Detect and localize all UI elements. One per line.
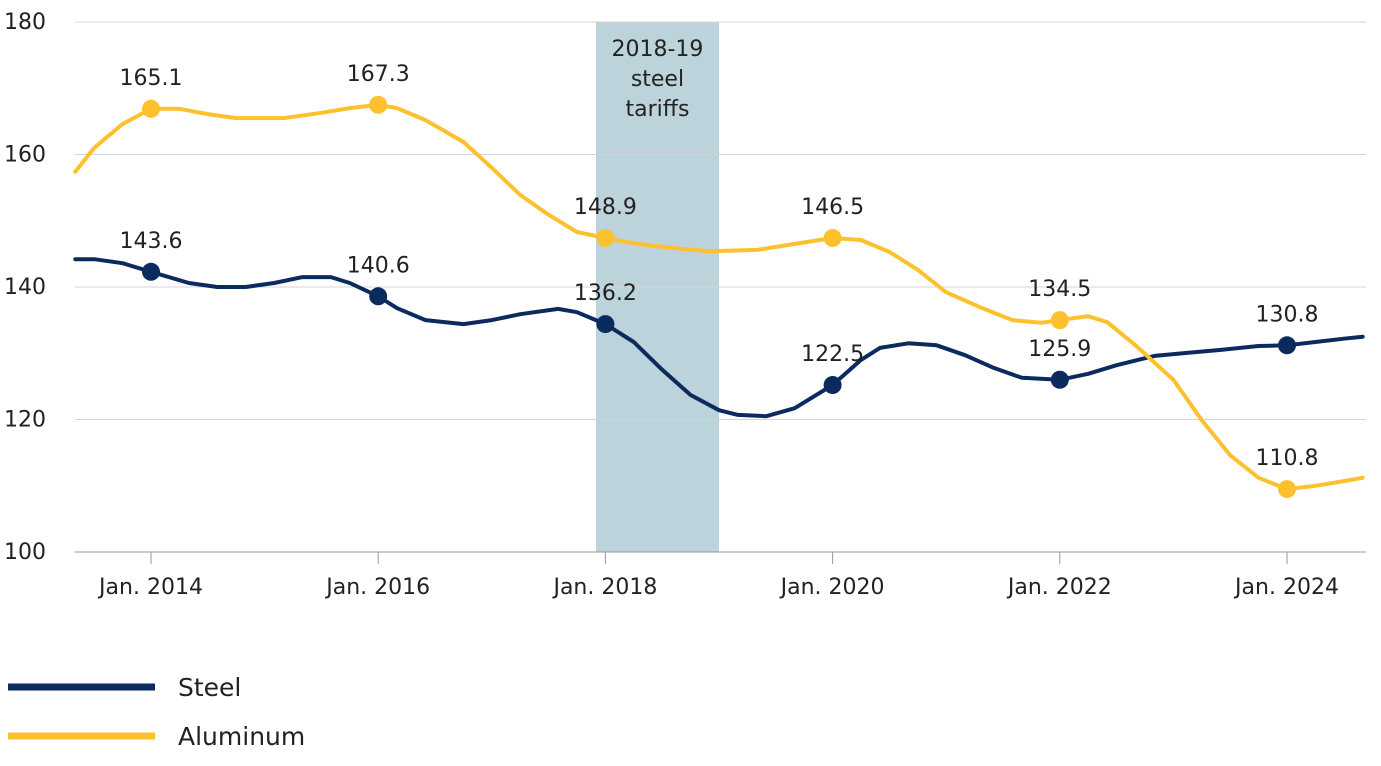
- y-tick-label: 180: [4, 10, 46, 35]
- y-tick-label: 160: [4, 143, 46, 168]
- tariff-annotation-line: 2018-19: [612, 37, 704, 62]
- tariff-annotation-line: steel: [631, 67, 684, 92]
- steel-data-label: 136.2: [574, 281, 637, 306]
- aluminum-data-label: 148.9: [574, 195, 637, 220]
- aluminum-marker: [369, 95, 388, 114]
- aluminum-marker: [142, 99, 160, 118]
- steel-line: [73, 257, 1365, 419]
- axis-labels: 100 120 140 160 180 Jan. 2014 Jan. 2016 Jan. 20…: [4, 10, 1339, 600]
- aluminum-marker: [1050, 311, 1069, 330]
- steel-marker: [369, 287, 388, 306]
- x-tick-label: Jan. 2024: [1233, 575, 1339, 600]
- steel-marker: [823, 376, 842, 395]
- aluminum-line: [73, 102, 1365, 492]
- aluminum-marker: [823, 228, 842, 247]
- steel-data-label: 122.5: [801, 342, 864, 367]
- steel-data-label: 125.9: [1028, 337, 1091, 362]
- y-tick-label: 100: [4, 540, 46, 565]
- aluminum-data-label: 110.8: [1256, 446, 1319, 471]
- aluminum-marker: [1278, 480, 1296, 499]
- legend: Steel Aluminum: [8, 673, 305, 751]
- x-tick-label: Jan. 2016: [324, 575, 430, 600]
- legend-label-steel: Steel: [178, 673, 241, 702]
- steel-marker: [1278, 336, 1296, 355]
- x-tick-label: Jan. 2020: [779, 575, 885, 600]
- steel-data-label: 130.8: [1256, 302, 1319, 327]
- x-tick-label: Jan. 2018: [551, 575, 657, 600]
- y-tick-label: 140: [4, 275, 46, 300]
- steel-marker: [1050, 370, 1069, 389]
- y-tick-label: 120: [4, 408, 46, 433]
- gridlines: [75, 21, 1366, 564]
- steel-marker: [142, 262, 160, 281]
- x-tick-label: Jan. 2022: [1006, 575, 1112, 600]
- aluminum-data-label: 146.5: [801, 195, 864, 220]
- tariff-annotation-line: tariffs: [626, 97, 690, 122]
- aluminum-data-label: 165.1: [120, 66, 183, 91]
- aluminum-marker: [596, 228, 615, 247]
- steel-marker: [596, 315, 615, 334]
- aluminum-data-label: 167.3: [347, 62, 410, 87]
- steel-data-label: 140.6: [347, 253, 410, 278]
- aluminum-data-label: 134.5: [1028, 277, 1091, 302]
- steel-data-label: 143.6: [120, 229, 183, 254]
- series-layer: 143.6 140.6 136.2 122.5 125.9 130.8 165.1 167.3…: [73, 62, 1365, 499]
- legend-label-aluminum: Aluminum: [178, 722, 305, 751]
- x-tick-label: Jan. 2014: [97, 575, 203, 600]
